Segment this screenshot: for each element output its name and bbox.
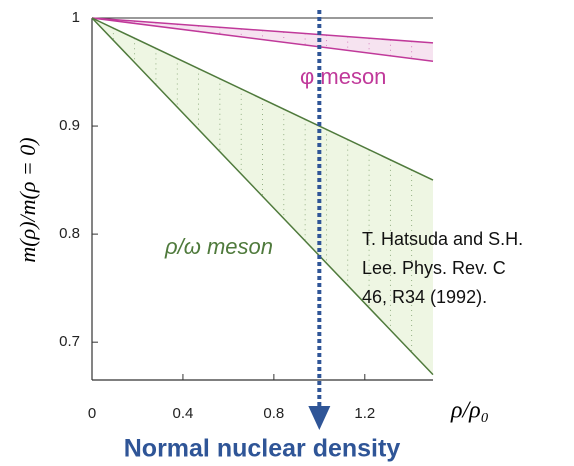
annotation: Lee. Phys. Rev. C <box>362 258 506 278</box>
annotation: T. Hatsuda and S.H. <box>362 229 523 249</box>
band-upper <box>91 17 434 181</box>
series-label: φ meson <box>300 64 386 89</box>
y-tick-label: 0.7 <box>59 333 80 350</box>
reference-arrow <box>308 406 331 430</box>
y-axis-label: m(ρ)/m(ρ = 0) <box>15 137 40 262</box>
series-label: ρ/ω meson <box>164 234 273 259</box>
band-lower <box>91 17 434 62</box>
x-tick-label: 1.2 <box>354 405 375 422</box>
reference-label: Normal nuclear density <box>124 435 401 463</box>
y-tick-label: 0.9 <box>59 117 80 134</box>
band-lower <box>91 17 434 376</box>
y-tick-label: 1 <box>72 9 80 26</box>
x-axis-label: ρ/ρ₀ <box>450 398 489 424</box>
x-tick-label: 0 <box>88 405 96 422</box>
x-tick-label: 0.8 <box>263 405 284 422</box>
annotation: 46, R34 (1992). <box>362 287 487 307</box>
x-tick-label: 0.4 <box>173 405 194 422</box>
band-upper <box>91 17 434 44</box>
y-tick-label: 0.8 <box>59 225 80 242</box>
